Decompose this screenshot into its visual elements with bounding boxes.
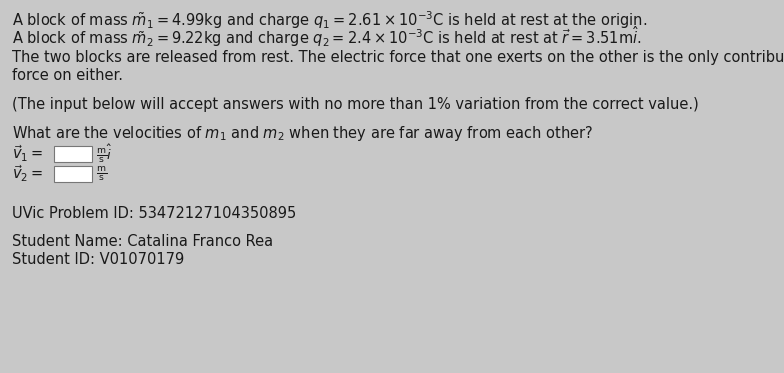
Text: $\vec{v}_1 = $: $\vec{v}_1 = $ [12,143,43,164]
Text: force on either.: force on either. [12,68,123,84]
Text: Student ID: V01070179: Student ID: V01070179 [12,253,184,267]
Text: What are the velocities of $m_1$ and $m_2$ when they are far away from each othe: What are the velocities of $m_1$ and $m_… [12,124,593,143]
FancyBboxPatch shape [54,145,92,162]
Text: A block of mass $\tilde{m}_2 = 9.22$kg and charge $q_2 = 2.4 \times 10^{-3}$C is: A block of mass $\tilde{m}_2 = 9.22$kg a… [12,25,642,49]
Text: UVic Problem ID: 53472127104350895: UVic Problem ID: 53472127104350895 [12,206,296,220]
Text: $\frac{\mathrm{m}}{\mathrm{s}}\hat{i}$: $\frac{\mathrm{m}}{\mathrm{s}}\hat{i}$ [96,142,113,165]
Text: Student Name: Catalina Franco Rea: Student Name: Catalina Franco Rea [12,234,273,250]
Text: (The input below will accept answers with no more than 1% variation from the cor: (The input below will accept answers wit… [12,97,699,112]
Text: A block of mass $\tilde{m}_1 = 4.99$kg and charge $q_1 = 2.61 \times 10^{-3}$C i: A block of mass $\tilde{m}_1 = 4.99$kg a… [12,10,648,31]
FancyBboxPatch shape [54,166,92,182]
Text: $\vec{v}_2 = $: $\vec{v}_2 = $ [12,163,43,184]
Text: $\frac{\mathrm{m}}{\mathrm{s}}$: $\frac{\mathrm{m}}{\mathrm{s}}$ [96,164,107,183]
Text: The two blocks are released from rest. The electric force that one exerts on the: The two blocks are released from rest. T… [12,50,784,65]
